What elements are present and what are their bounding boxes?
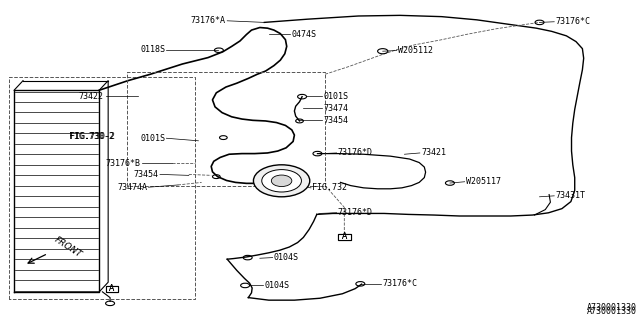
Text: 0101S: 0101S <box>323 92 348 100</box>
Text: 73454: 73454 <box>134 170 159 179</box>
Text: 73176*C: 73176*C <box>383 279 418 288</box>
Text: 73422: 73422 <box>79 92 104 100</box>
Bar <box>106 286 118 292</box>
Text: 0118S: 0118S <box>140 45 165 54</box>
Text: 73431T: 73431T <box>556 191 586 200</box>
Bar <box>338 234 351 240</box>
Text: W205112: W205112 <box>398 46 433 55</box>
Text: 73176*C: 73176*C <box>556 17 591 26</box>
Text: 73176*A: 73176*A <box>190 16 225 25</box>
Ellipse shape <box>262 170 301 192</box>
Text: 73421: 73421 <box>421 148 446 157</box>
Text: FRONT: FRONT <box>52 235 83 259</box>
Text: A: A <box>342 232 347 241</box>
Ellipse shape <box>253 165 310 197</box>
Text: A: A <box>109 284 115 293</box>
Text: A730001330: A730001330 <box>587 303 637 312</box>
Text: 0104S: 0104S <box>274 253 299 262</box>
Text: FIG.730-2: FIG.730-2 <box>69 132 114 141</box>
Text: A730001330: A730001330 <box>587 308 637 316</box>
Text: A: A <box>109 284 115 293</box>
Text: A: A <box>342 232 347 241</box>
Text: FIG.730-2: FIG.730-2 <box>70 132 115 141</box>
Text: 73176*B: 73176*B <box>106 159 141 168</box>
Text: 73474: 73474 <box>323 104 348 113</box>
Text: 73176*D: 73176*D <box>338 148 373 157</box>
Text: W205117: W205117 <box>466 177 501 186</box>
Text: 73454: 73454 <box>323 116 348 124</box>
Bar <box>106 286 118 292</box>
Text: 73176*D: 73176*D <box>338 208 373 217</box>
Text: FIG.732: FIG.732 <box>312 183 348 192</box>
Text: 73474A: 73474A <box>117 183 147 192</box>
Bar <box>338 234 351 240</box>
Text: 0474S: 0474S <box>291 30 316 39</box>
Ellipse shape <box>271 175 292 187</box>
Text: 0101S: 0101S <box>140 134 165 143</box>
Text: 0104S: 0104S <box>264 281 289 290</box>
